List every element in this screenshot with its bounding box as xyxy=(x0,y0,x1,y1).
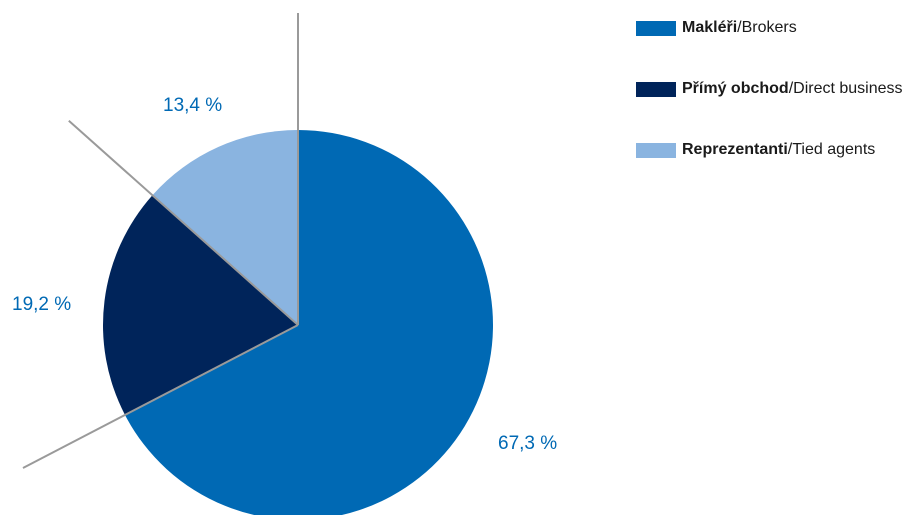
slice-label-tied-agents: 13,4 % xyxy=(163,95,222,116)
pie-slice-direct-business xyxy=(103,195,299,415)
pie-slice-brokers xyxy=(125,130,493,515)
legend-label-direct-business-bold: Přímý obchod xyxy=(682,80,789,97)
legend-label-tied-agents-rest: /Tied agents xyxy=(787,141,876,158)
leader-lines xyxy=(22,13,299,469)
legend-label-tied-agents-bold: Reprezentanti xyxy=(682,141,788,158)
pie-slices xyxy=(103,130,493,515)
legend-label-direct-business-rest: /Direct business xyxy=(788,80,903,97)
legend-label-brokers-rest: /Brokers xyxy=(737,19,797,36)
legend-item-tied-agents: Reprezentanti/Tied agents xyxy=(636,136,903,164)
leader-line-2 xyxy=(22,324,299,469)
legend-label-brokers-bold: Makléři xyxy=(682,19,738,36)
legend-swatch-brokers xyxy=(636,20,676,36)
legend: Makléři/Brokers Přímý obchod/Direct busi… xyxy=(636,14,903,197)
legend-item-direct-business: Přímý obchod/Direct business xyxy=(636,75,903,103)
legend-swatch-tied-agents xyxy=(636,142,676,158)
slice-label-direct-business: 19,2 % xyxy=(12,294,71,315)
pie-slice-tied-agents xyxy=(152,130,298,325)
leader-line-3 xyxy=(68,119,299,326)
slice-label-brokers: 67,3 % xyxy=(498,433,557,454)
legend-item-brokers: Makléři/Brokers xyxy=(636,14,903,42)
legend-swatch-direct-business xyxy=(636,81,676,97)
